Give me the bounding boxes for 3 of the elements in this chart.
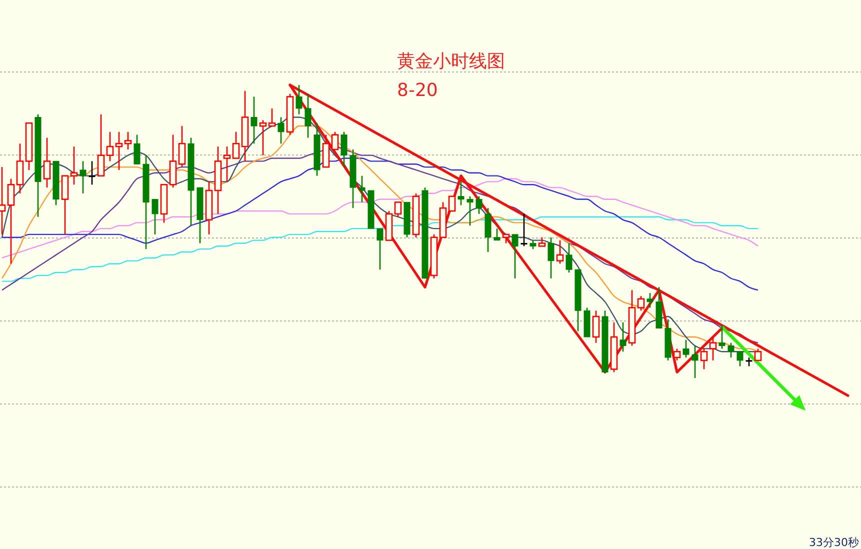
chart-subtitle: 8-20 xyxy=(397,80,438,101)
text: 33分30秒 xyxy=(809,536,859,549)
chart-title: 黄金小时线图 xyxy=(397,51,505,72)
